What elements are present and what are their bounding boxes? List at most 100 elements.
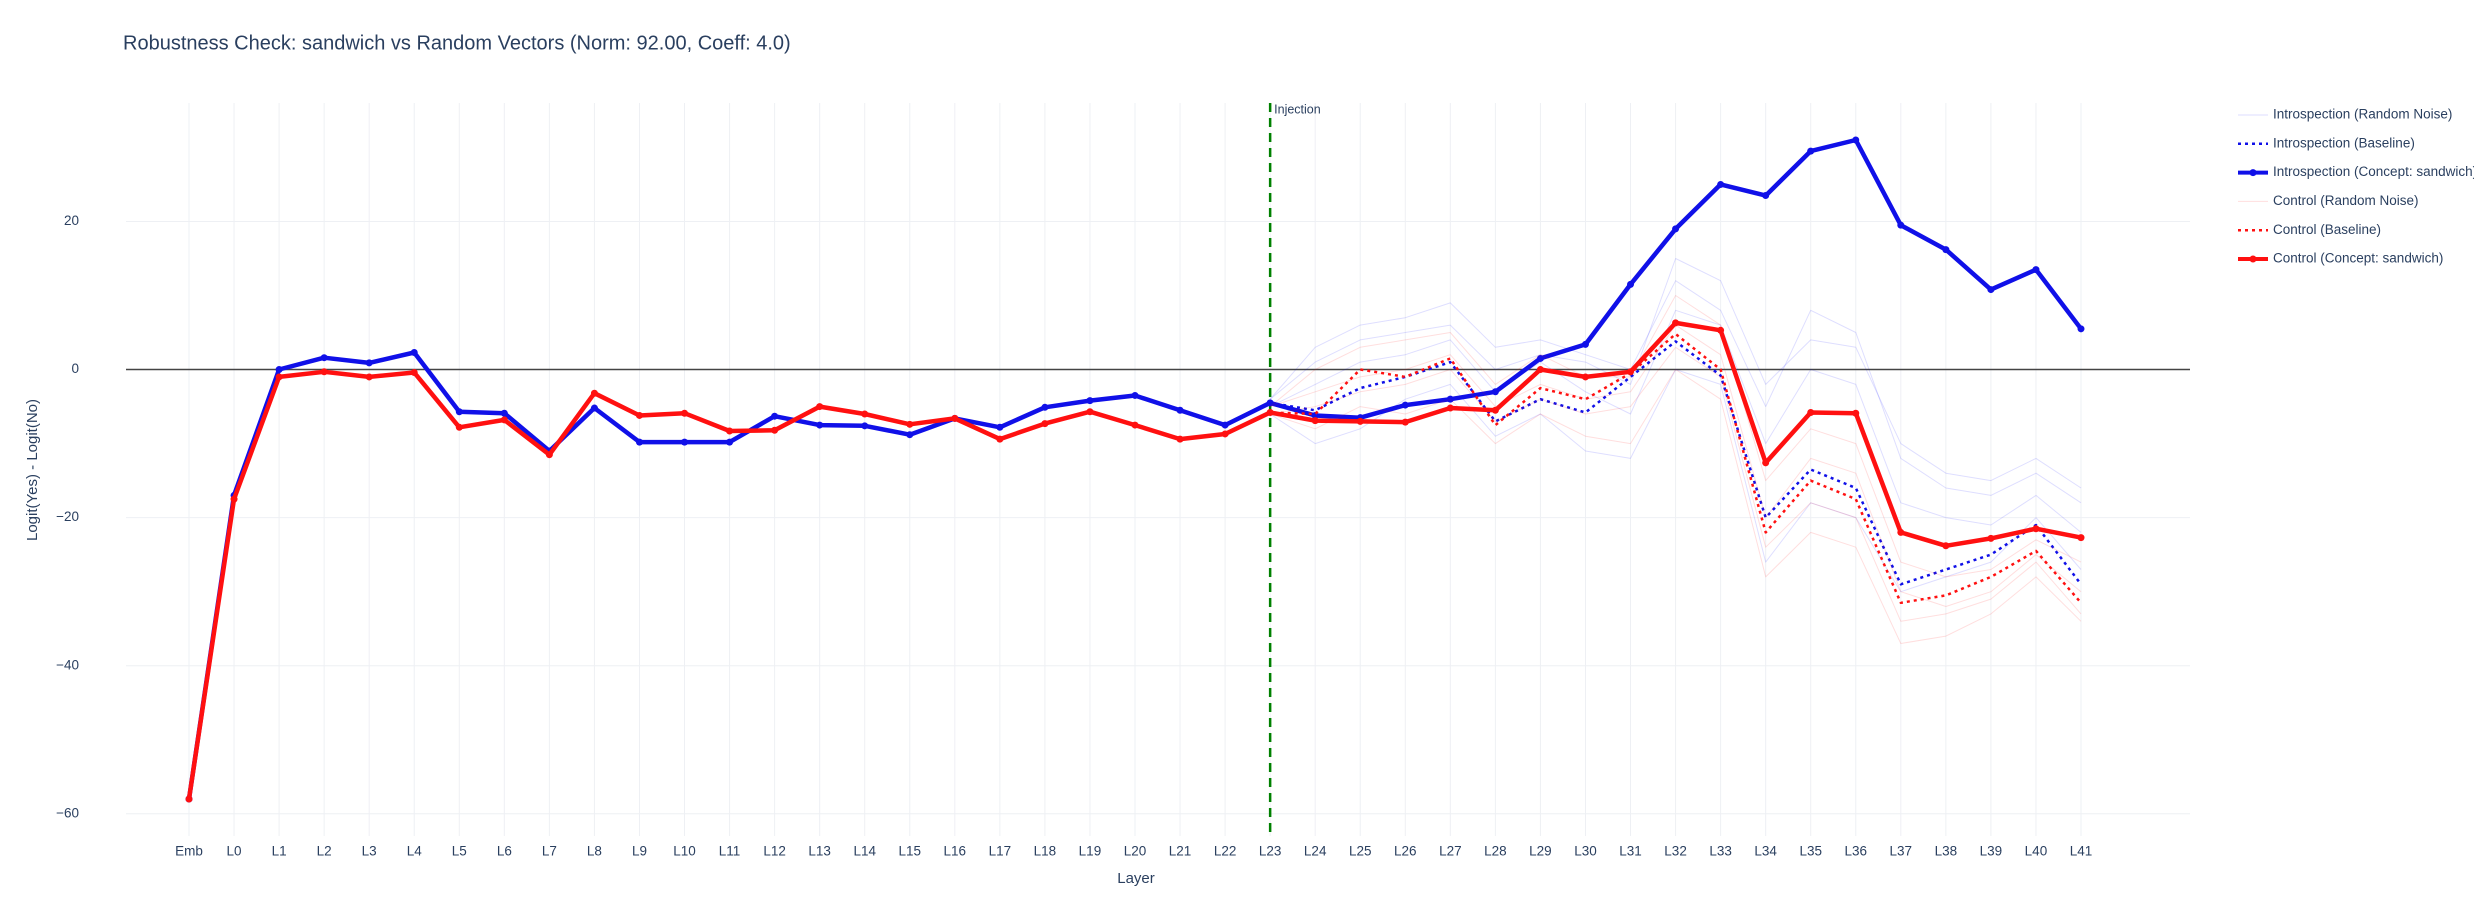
x-tick-label: L20 xyxy=(1124,844,1147,859)
y-tick-label: −60 xyxy=(56,805,79,820)
legend-label: Control (Concept: sandwich) xyxy=(2273,251,2443,266)
series-line xyxy=(1269,369,2082,593)
x-tick-label: L6 xyxy=(497,844,512,859)
series-marker xyxy=(2032,525,2040,533)
series-marker xyxy=(1086,408,1094,416)
x-tick-label: L8 xyxy=(587,844,602,859)
x-tick-label: L15 xyxy=(898,844,921,859)
x-tick-label: L4 xyxy=(407,844,423,859)
series-marker xyxy=(861,410,869,418)
series-marker xyxy=(320,354,328,362)
legend-label: Control (Random Noise) xyxy=(2273,193,2419,208)
x-tick-label: L24 xyxy=(1304,844,1327,859)
series-marker xyxy=(455,423,463,431)
series-marker xyxy=(1311,417,1319,425)
series-marker xyxy=(1176,435,1184,443)
series-marker xyxy=(500,416,508,424)
series-marker xyxy=(1491,406,1499,414)
x-tick-label: L40 xyxy=(2025,844,2048,859)
series-marker xyxy=(816,421,824,429)
series-marker xyxy=(410,349,418,357)
x-tick-label: L38 xyxy=(1935,844,1958,859)
x-tick-label: L3 xyxy=(362,844,377,859)
series-marker xyxy=(1627,368,1635,376)
series-marker xyxy=(1221,421,1229,429)
legend-label: Introspection (Concept: sandwich) xyxy=(2273,164,2474,179)
series-marker xyxy=(1356,417,1364,425)
x-tick-label: L31 xyxy=(1619,844,1642,859)
series-marker xyxy=(1807,408,1815,416)
legend-marker xyxy=(2249,255,2257,263)
x-tick-label: L41 xyxy=(2070,844,2093,859)
series-marker xyxy=(726,427,734,435)
series-marker xyxy=(545,451,553,459)
series-marker xyxy=(1446,404,1454,412)
x-tick-label: L7 xyxy=(542,844,557,859)
series-marker xyxy=(1717,326,1725,334)
x-tick-label: L12 xyxy=(763,844,786,859)
series-marker xyxy=(635,438,643,446)
series-marker xyxy=(1221,430,1229,438)
x-tick-label: L33 xyxy=(1709,844,1732,859)
x-tick-label: L11 xyxy=(719,844,741,859)
series-marker xyxy=(1807,147,1815,155)
x-tick-label: L9 xyxy=(632,844,647,859)
series-marker xyxy=(275,373,283,381)
series-marker xyxy=(1717,180,1725,188)
series-marker xyxy=(590,389,598,397)
series-marker xyxy=(1491,388,1499,396)
series-marker xyxy=(455,408,463,416)
series-marker xyxy=(185,795,193,803)
series-marker xyxy=(1852,409,1860,417)
series-marker xyxy=(320,368,328,376)
series-line xyxy=(1269,309,2082,533)
series-marker xyxy=(590,404,598,412)
x-tick-label: L5 xyxy=(452,844,467,859)
series-marker xyxy=(1672,225,1680,233)
x-tick-label: L14 xyxy=(853,844,876,859)
series-marker xyxy=(816,403,824,411)
series-marker xyxy=(1581,340,1589,348)
x-tick-label: L22 xyxy=(1214,844,1237,859)
x-axis-title: Layer xyxy=(1117,870,1155,887)
series-line xyxy=(1269,280,2082,504)
series-marker xyxy=(2077,325,2085,333)
x-tick-label: L19 xyxy=(1079,844,1102,859)
legend-label: Introspection (Baseline) xyxy=(2273,135,2415,150)
series-marker xyxy=(1041,403,1049,411)
series-marker xyxy=(1581,373,1589,381)
series-marker xyxy=(726,438,734,446)
x-tick-label: L36 xyxy=(1844,844,1867,859)
series-marker xyxy=(681,409,689,417)
legend-marker xyxy=(2249,169,2257,177)
series-marker xyxy=(1762,192,1770,200)
x-tick-label: L25 xyxy=(1349,844,1372,859)
series-marker xyxy=(1942,542,1950,550)
series-marker xyxy=(1131,421,1139,429)
series-marker xyxy=(1987,534,1995,542)
series-marker xyxy=(1041,420,1049,428)
series-marker xyxy=(1672,319,1680,327)
x-tick-label: L30 xyxy=(1574,844,1597,859)
legend-label: Control (Baseline) xyxy=(2273,222,2381,237)
series-marker xyxy=(771,412,779,420)
series-marker xyxy=(635,411,643,419)
chart-title: Robustness Check: sandwich vs Random Vec… xyxy=(123,32,791,54)
series-marker xyxy=(771,426,779,434)
series-marker xyxy=(365,373,373,381)
series-marker xyxy=(410,369,418,377)
series-marker xyxy=(1897,528,1905,536)
y-tick-label: −40 xyxy=(56,657,79,672)
series-line xyxy=(1269,369,2082,644)
x-tick-label: L23 xyxy=(1259,844,1282,859)
series-line xyxy=(1270,346,2082,622)
series-marker xyxy=(2032,266,2040,274)
x-tick-label: L0 xyxy=(227,844,242,859)
series-marker xyxy=(1266,408,1274,416)
series-marker xyxy=(1131,391,1139,399)
x-tick-label: L35 xyxy=(1799,844,1822,859)
series-marker xyxy=(1401,418,1409,426)
legend-label: Introspection (Random Noise) xyxy=(2273,107,2452,122)
series-marker xyxy=(1852,136,1860,144)
y-tick-label: −20 xyxy=(56,509,79,524)
